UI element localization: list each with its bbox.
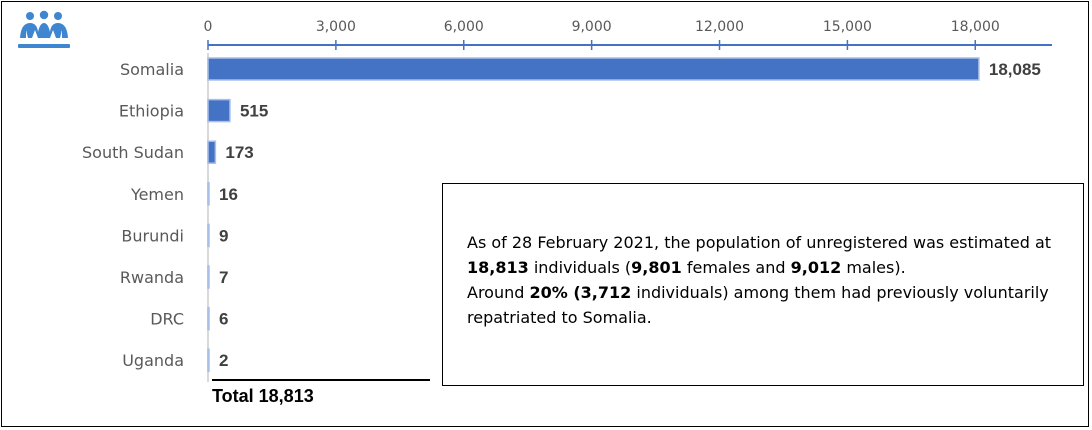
bar bbox=[207, 306, 210, 331]
category-label: Rwanda bbox=[120, 268, 184, 287]
data-label: 2 bbox=[219, 351, 228, 370]
bar bbox=[207, 140, 217, 164]
data-label: 7 bbox=[219, 268, 228, 287]
data-label: 9 bbox=[219, 226, 228, 245]
category-label: Ethiopia bbox=[119, 102, 184, 121]
bar bbox=[207, 265, 210, 289]
x-tick-label: 18,000 bbox=[951, 19, 1000, 35]
data-label: 173 bbox=[225, 143, 253, 162]
data-label: 18,085 bbox=[989, 60, 1041, 79]
total-label: Total 18,813 bbox=[212, 386, 314, 406]
total-underline bbox=[212, 379, 430, 381]
data-label: 6 bbox=[219, 310, 228, 329]
bar bbox=[207, 57, 980, 81]
bar bbox=[207, 182, 210, 206]
note-paragraph-1: As of 28 February 2021, the population o… bbox=[467, 233, 1052, 277]
data-label: 515 bbox=[240, 102, 268, 121]
x-tick-label: 9,000 bbox=[572, 19, 612, 35]
category-label: Somalia bbox=[120, 60, 184, 79]
x-tick-label: 0 bbox=[204, 19, 213, 35]
category-label: South Sudan bbox=[82, 143, 184, 162]
bar bbox=[207, 348, 210, 372]
note-paragraph-2: Around 20% (3,712 individuals) among the… bbox=[467, 283, 1049, 327]
info-note-box: As of 28 February 2021, the population o… bbox=[442, 183, 1084, 386]
category-label: DRC bbox=[150, 310, 184, 329]
category-label: Burundi bbox=[121, 226, 184, 245]
x-tick-label: 6,000 bbox=[444, 19, 484, 35]
info-note-text: As of 28 February 2021, the population o… bbox=[467, 230, 1067, 330]
category-label: Uganda bbox=[122, 351, 184, 370]
people-group-icon bbox=[18, 10, 70, 48]
data-label: 16 bbox=[219, 185, 238, 204]
x-tick-label: 12,000 bbox=[695, 19, 744, 35]
bar bbox=[207, 98, 231, 123]
x-tick-label: 3,000 bbox=[316, 19, 356, 35]
x-tick-label: 15,000 bbox=[823, 19, 872, 35]
bar bbox=[207, 223, 210, 248]
category-label: Yemen bbox=[130, 185, 184, 204]
